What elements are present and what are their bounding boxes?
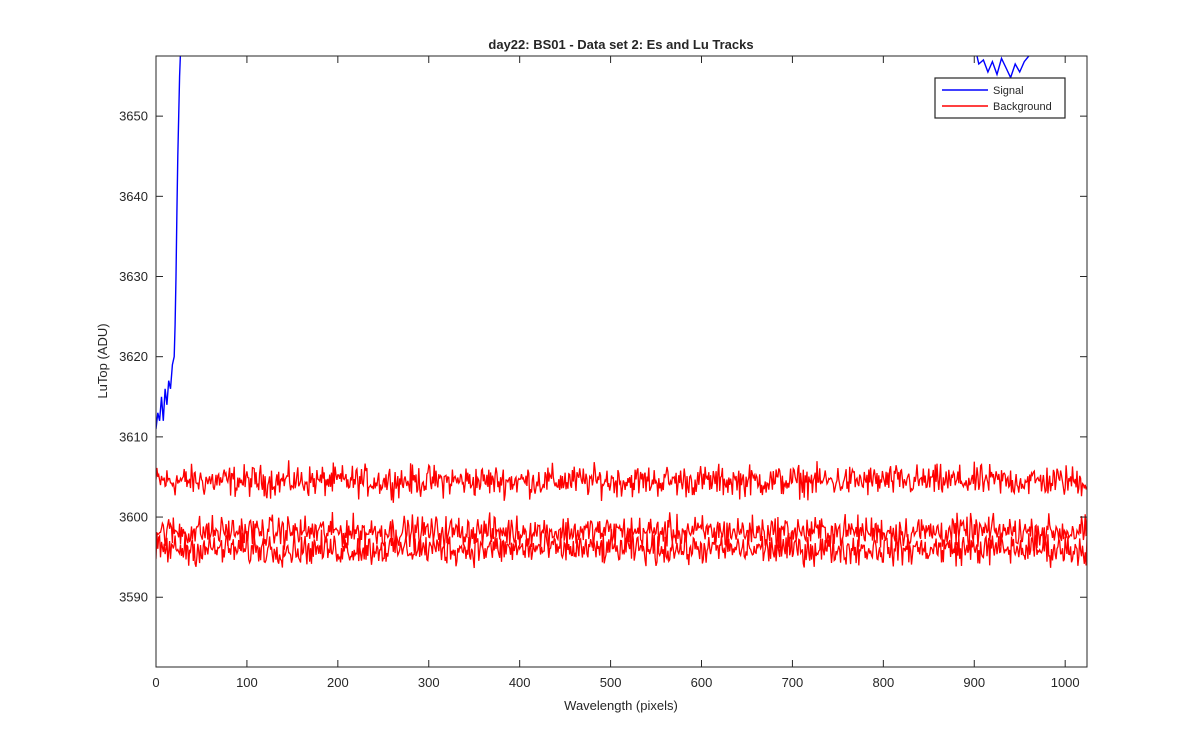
background-trace-1 bbox=[156, 460, 1087, 503]
signal-trace-2 bbox=[976, 56, 1030, 80]
y-tick-label: 3590 bbox=[119, 590, 148, 605]
background-trace-3 bbox=[156, 529, 1087, 569]
x-tick-label: 100 bbox=[236, 675, 258, 690]
x-tick-label: 0 bbox=[152, 675, 159, 690]
axes: 0 100 200 300 400 500 600 700 800 900 1000 3590 3600… bbox=[119, 55, 1088, 690]
x-tick-label: 300 bbox=[418, 675, 440, 690]
x-tick-label: 700 bbox=[782, 675, 804, 690]
y-tick-label: 3610 bbox=[119, 429, 148, 444]
legend-signal-label: Signal bbox=[993, 85, 1024, 97]
y-tick-label: 3620 bbox=[119, 349, 148, 364]
chart-title: day22: BS01 - Data set 2: Es and Lu Trac… bbox=[488, 37, 753, 52]
series-layer bbox=[156, 56, 1087, 569]
x-tick-label: 900 bbox=[963, 675, 985, 690]
axes-box bbox=[155, 55, 1088, 668]
plot-area bbox=[156, 56, 1087, 667]
legend-box bbox=[934, 77, 1066, 119]
x-tick-label: 600 bbox=[691, 675, 713, 690]
x-tick-label: 400 bbox=[509, 675, 531, 690]
legend-background-label: Background bbox=[993, 101, 1052, 113]
y-tick-label: 3650 bbox=[119, 109, 148, 124]
y-tick-label: 3630 bbox=[119, 269, 148, 284]
background-trace-2 bbox=[156, 511, 1087, 552]
y-axis-label: LuTop (ADU) bbox=[95, 323, 110, 398]
x-tick-label: 200 bbox=[327, 675, 349, 690]
y-tick-label: 3640 bbox=[119, 189, 148, 204]
x-tick-label: 800 bbox=[872, 675, 894, 690]
x-axis-label: Wavelength (pixels) bbox=[564, 698, 678, 713]
x-tick-label: 1000 bbox=[1051, 675, 1080, 690]
signal-trace-1 bbox=[156, 56, 182, 429]
x-tick-label: 500 bbox=[600, 675, 622, 690]
legend[interactable]: Signal Background bbox=[934, 77, 1066, 119]
y-tick-label: 3600 bbox=[119, 510, 148, 525]
